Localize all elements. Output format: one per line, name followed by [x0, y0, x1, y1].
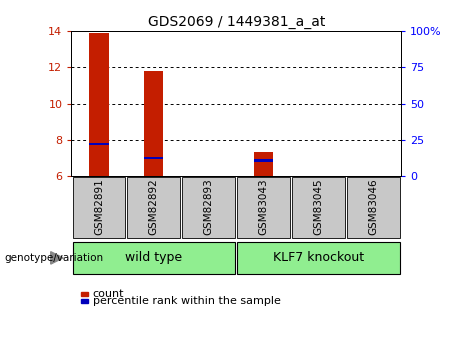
Text: genotype/variation: genotype/variation [5, 253, 104, 263]
FancyBboxPatch shape [128, 177, 180, 238]
Text: percentile rank within the sample: percentile rank within the sample [93, 296, 281, 306]
FancyBboxPatch shape [183, 177, 235, 238]
Text: wild type: wild type [125, 252, 183, 264]
Bar [254, 152, 273, 176]
Text: GSM82892: GSM82892 [149, 178, 159, 235]
FancyBboxPatch shape [237, 177, 290, 238]
Text: GSM83046: GSM83046 [369, 178, 378, 235]
Bar [144, 71, 164, 176]
Bar [89, 143, 108, 146]
FancyBboxPatch shape [347, 177, 400, 238]
FancyBboxPatch shape [72, 177, 125, 238]
FancyBboxPatch shape [237, 241, 400, 274]
Text: count: count [93, 289, 124, 298]
Text: GSM82891: GSM82891 [94, 178, 104, 235]
Text: GSM82893: GSM82893 [204, 178, 214, 235]
Text: GSM83045: GSM83045 [313, 178, 324, 235]
Bar [89, 33, 108, 176]
Text: GSM83043: GSM83043 [259, 178, 269, 235]
FancyBboxPatch shape [72, 241, 235, 274]
Bar [144, 157, 164, 159]
FancyBboxPatch shape [292, 177, 345, 238]
Bar [254, 159, 273, 162]
Title: GDS2069 / 1449381_a_at: GDS2069 / 1449381_a_at [148, 14, 325, 29]
Text: KLF7 knockout: KLF7 knockout [273, 252, 364, 264]
